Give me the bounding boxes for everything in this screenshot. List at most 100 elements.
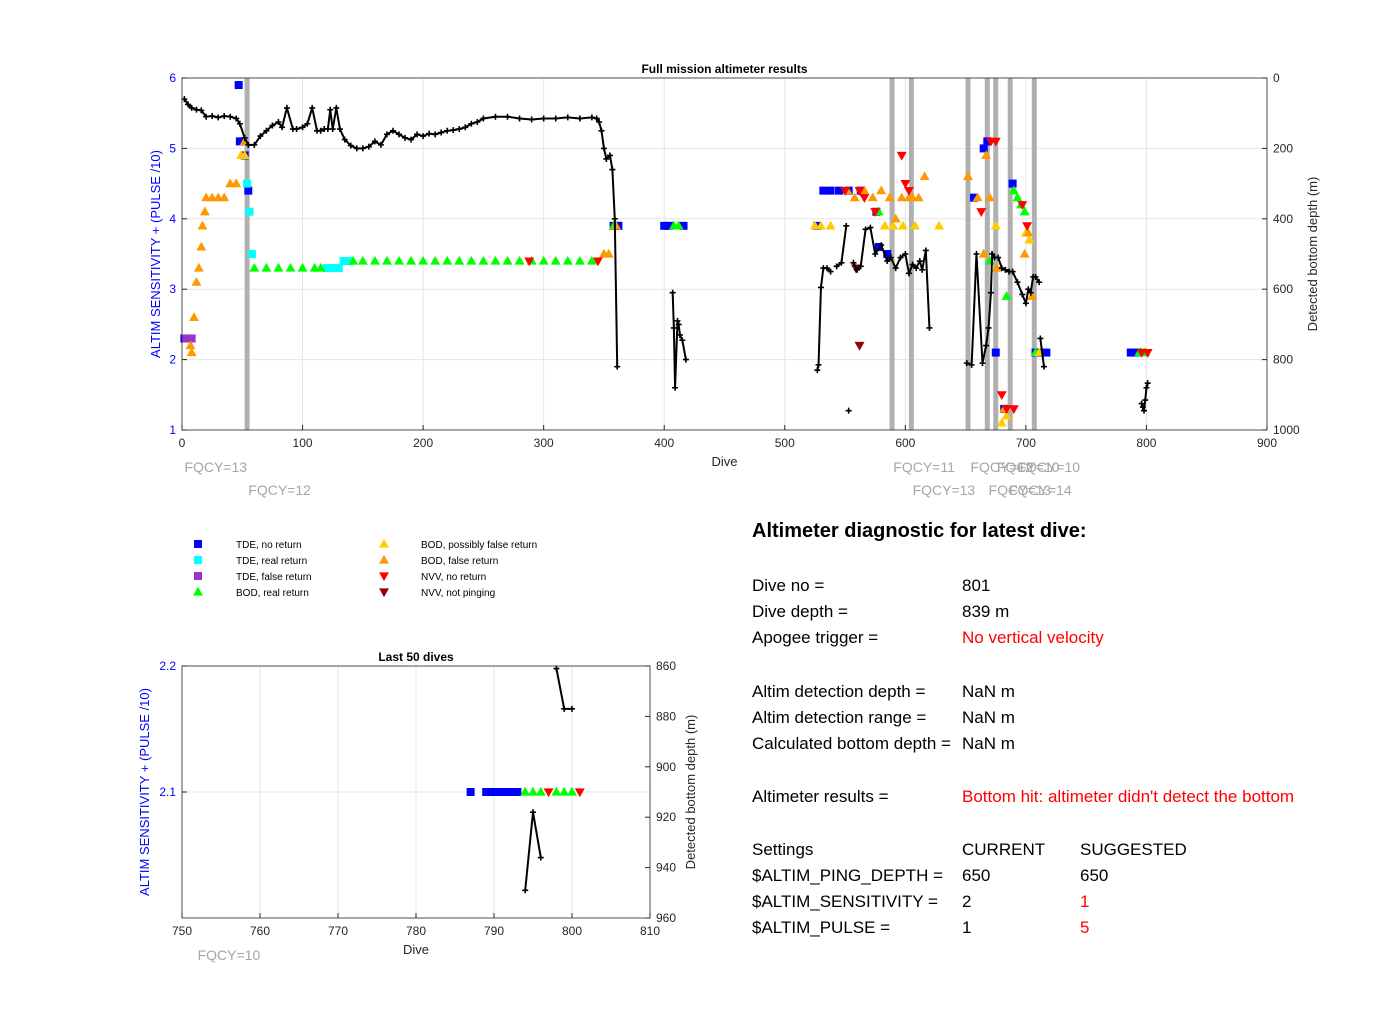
ping-depth-current: 650 bbox=[962, 866, 991, 885]
data-point bbox=[913, 192, 924, 202]
bottom-depth-point bbox=[1032, 273, 1039, 280]
data-point bbox=[990, 220, 1001, 230]
dive-no-value: 801 bbox=[962, 576, 991, 595]
bottom-depth-point bbox=[669, 289, 676, 296]
data-point bbox=[1024, 234, 1035, 244]
pulse-current: 1 bbox=[962, 918, 972, 937]
bottom-depth-point bbox=[998, 265, 1005, 272]
data-point bbox=[500, 788, 509, 796]
results-label: Altimeter results = bbox=[752, 787, 889, 806]
fqcy-label: FQCY=14 bbox=[1009, 482, 1072, 498]
x-tick-label: 770 bbox=[328, 924, 348, 938]
bottom-depth-point bbox=[987, 289, 994, 296]
bottom-depth-point bbox=[347, 142, 354, 149]
bottom-depth-point bbox=[245, 141, 252, 148]
data-point bbox=[219, 192, 230, 202]
bottom-depth-point bbox=[609, 166, 616, 173]
det-depth-label: Altim detection depth = bbox=[752, 682, 926, 701]
bottom-depth-point bbox=[968, 361, 975, 368]
bottom-depth-point bbox=[1138, 400, 1145, 407]
bottom-depth-point bbox=[438, 129, 445, 136]
bottom-depth-point bbox=[843, 222, 850, 229]
bottom-depth-point bbox=[333, 104, 340, 111]
data-point bbox=[329, 264, 338, 273]
y2-axis-label: Detected bottom depth (m) bbox=[1305, 177, 1320, 332]
legend-box bbox=[182, 528, 568, 604]
data-point bbox=[867, 192, 878, 202]
data-point bbox=[665, 221, 674, 230]
data-point bbox=[507, 788, 516, 796]
series-bod-false-return bbox=[185, 136, 1037, 413]
bottom-depth-point bbox=[528, 116, 535, 123]
bottom-depth-point bbox=[588, 114, 595, 121]
data-point bbox=[825, 220, 836, 230]
bottom-depth-point bbox=[897, 254, 904, 261]
data-point bbox=[673, 220, 684, 230]
data-point bbox=[984, 192, 995, 202]
data-point bbox=[196, 241, 207, 251]
data-point bbox=[896, 192, 907, 202]
y2-tick-label: 400 bbox=[1273, 212, 1293, 226]
data-point bbox=[297, 262, 308, 272]
data-point bbox=[189, 312, 200, 321]
sensitivity-label: $ALTIM_SENSITIVITY = bbox=[752, 892, 938, 911]
bottom-depth-point bbox=[1040, 363, 1047, 370]
bottom-depth-point bbox=[389, 127, 396, 134]
bottom-depth-point bbox=[468, 120, 475, 127]
data-point bbox=[559, 786, 570, 796]
data-point bbox=[910, 220, 920, 230]
data-point bbox=[854, 341, 865, 351]
bottom-depth-point bbox=[603, 155, 610, 162]
bottom-depth-point bbox=[402, 134, 409, 141]
bottom-depth-point bbox=[596, 119, 603, 125]
data-point bbox=[535, 786, 546, 796]
bottom-depth-point bbox=[823, 265, 830, 272]
bottom-depth-point bbox=[185, 101, 192, 108]
data-point bbox=[603, 248, 614, 258]
data-point bbox=[819, 186, 828, 195]
data-point bbox=[261, 262, 272, 272]
data-point bbox=[199, 206, 210, 216]
plot-area bbox=[182, 78, 1267, 430]
data-point bbox=[538, 255, 549, 265]
data-point bbox=[896, 151, 907, 161]
data-point bbox=[543, 788, 554, 798]
results-value: Bottom hit: altimeter didn't detect the … bbox=[962, 787, 1295, 806]
data-point bbox=[1026, 291, 1037, 300]
data-point bbox=[567, 786, 577, 796]
data-point bbox=[879, 220, 890, 230]
bottom-depth-point bbox=[973, 251, 980, 257]
det-range-label: Altim detection range = bbox=[752, 708, 927, 727]
y2-tick-label: 200 bbox=[1273, 141, 1293, 155]
bottom-depth-point bbox=[293, 126, 300, 133]
ping-depth-label: $ALTIM_PING_DEPTH = bbox=[752, 866, 943, 885]
bottom-depth-point bbox=[916, 258, 923, 265]
bottom-depth-point bbox=[814, 367, 821, 374]
data-point bbox=[513, 788, 522, 796]
data-point bbox=[528, 786, 538, 796]
bottom-depth-point bbox=[1037, 335, 1044, 342]
data-point bbox=[983, 137, 992, 146]
data-point bbox=[859, 185, 870, 195]
legend-label: NVV, no return bbox=[421, 572, 486, 583]
x-tick-label: 790 bbox=[484, 924, 504, 938]
bottom-depth-point bbox=[456, 126, 463, 133]
bottom-depth-point bbox=[909, 261, 916, 268]
data-point bbox=[244, 186, 253, 195]
bottom-depth-point bbox=[593, 115, 600, 122]
y2-tick-label: 800 bbox=[1273, 353, 1293, 367]
bottom-depth-point bbox=[674, 317, 681, 324]
det-range-value: NaN m bbox=[962, 708, 1015, 727]
bottom-depth-point bbox=[600, 145, 607, 152]
bottom-depth-point bbox=[1142, 397, 1149, 404]
bottom-depth-point bbox=[304, 120, 311, 127]
chart-title: Last 50 dives bbox=[378, 650, 454, 664]
bottom-depth-point bbox=[576, 115, 583, 122]
x-axis-label: Dive bbox=[403, 942, 429, 957]
data-point bbox=[1022, 222, 1033, 232]
y-axis-label: ALTIM SENSITIVITY + (PULSE /10) bbox=[137, 688, 152, 896]
bottom-depth-point bbox=[327, 106, 334, 113]
bottom-depth-point bbox=[450, 127, 457, 134]
data-point bbox=[1008, 179, 1017, 188]
data-point bbox=[191, 276, 202, 286]
